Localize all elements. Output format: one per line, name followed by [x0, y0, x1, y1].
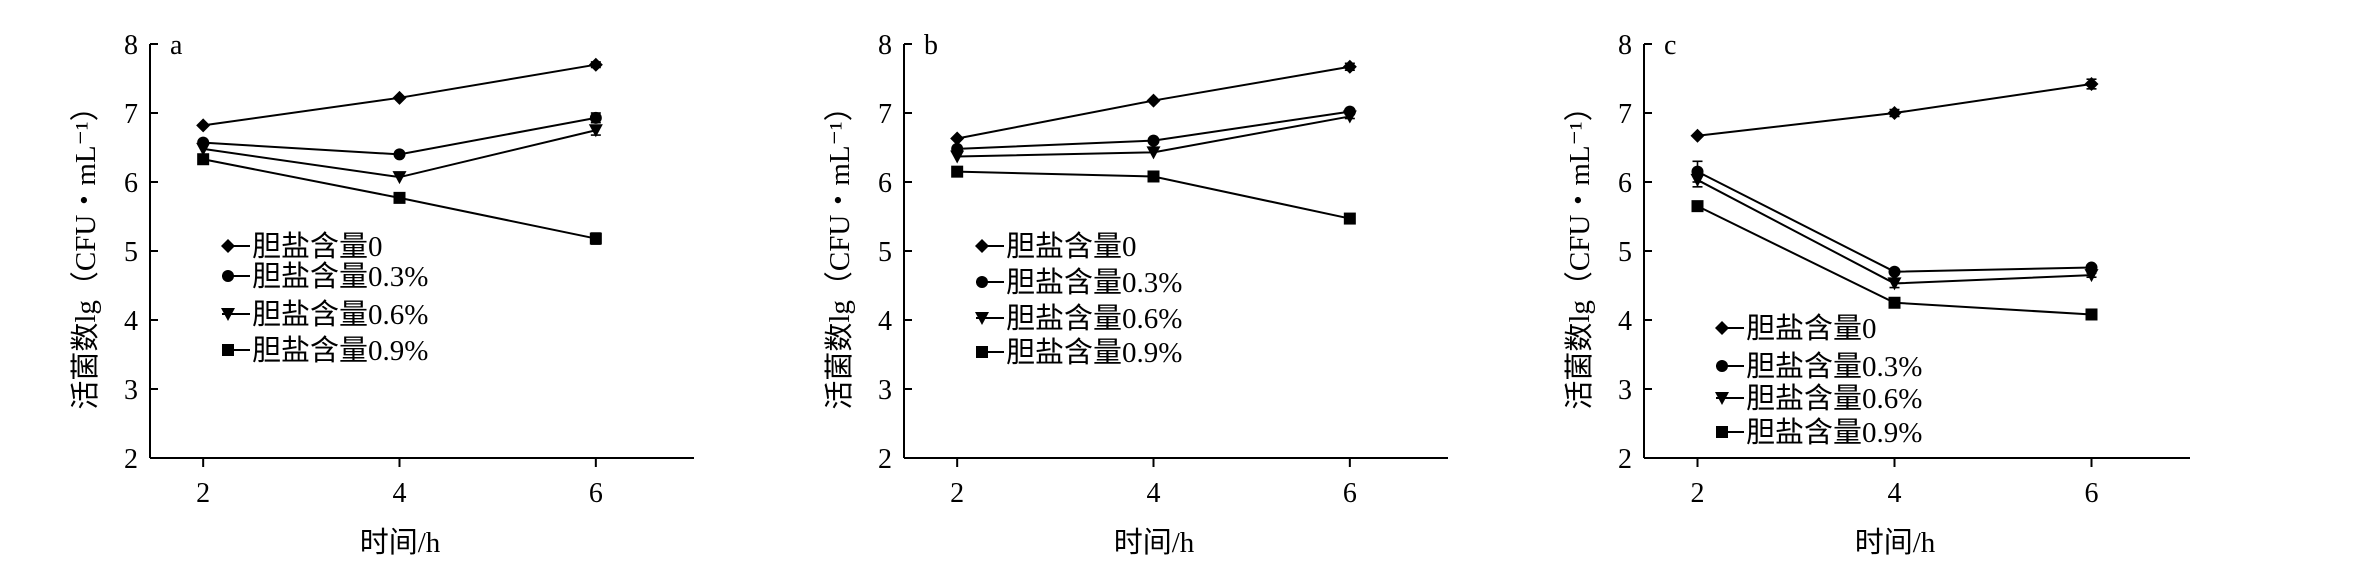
data-point	[1342, 110, 1357, 124]
y-tick-label: 2	[124, 444, 138, 475]
x-tick-label: 2	[196, 478, 210, 509]
legend-marker	[222, 344, 234, 356]
y-tick-label: 7	[1618, 99, 1632, 130]
y-tick-label: 3	[1618, 375, 1632, 406]
data-point	[2084, 77, 2099, 92]
legend-marker	[975, 239, 989, 253]
legend-label: 胆盐含量0.9%	[1746, 416, 1922, 449]
y-tick-label: 2	[1618, 444, 1632, 475]
y-tick-label: 6	[878, 168, 892, 199]
data-point	[1342, 59, 1357, 74]
x-tick-label: 4	[1888, 478, 1902, 509]
data-point	[393, 191, 406, 204]
legend-label: 胆盐含量0.3%	[252, 260, 428, 293]
data-point	[1691, 200, 1704, 213]
legend-marker	[1715, 321, 1729, 335]
legend-label: 胆盐含量0	[1006, 230, 1137, 263]
legend-label: 胆盐含量0	[1746, 312, 1877, 345]
data-point	[1690, 128, 1705, 143]
panel-label: a	[170, 30, 183, 61]
legend-label: 胆盐含量0.9%	[252, 334, 428, 367]
y-axis-title: 活菌数lg（CFU・mL⁻¹）	[69, 92, 102, 409]
data-point	[2084, 269, 2099, 283]
y-tick-label: 5	[1618, 237, 1632, 268]
x-tick-label: 2	[950, 478, 964, 509]
legend-label: 胆盐含量0	[252, 230, 383, 263]
legend-marker	[221, 239, 235, 253]
y-tick-label: 5	[124, 237, 138, 268]
data-point	[1343, 212, 1356, 225]
data-point	[1147, 134, 1160, 147]
x-tick-label: 6	[2085, 478, 2099, 509]
data-point	[197, 153, 210, 166]
y-tick-label: 8	[1618, 30, 1632, 61]
x-axis-title: 时间/h	[360, 526, 441, 559]
legend-label: 胆盐含量0.9%	[1006, 336, 1182, 369]
y-tick-label: 6	[1618, 168, 1632, 199]
legend-label: 胆盐含量0.3%	[1006, 266, 1182, 299]
legend-label: 胆盐含量0.6%	[1006, 302, 1182, 335]
y-tick-label: 8	[878, 30, 892, 61]
x-axis-title: 时间/h	[1114, 526, 1195, 559]
x-tick-label: 6	[589, 478, 603, 509]
data-point	[1887, 106, 1902, 120]
data-point	[2085, 308, 2098, 321]
data-point	[1888, 296, 1901, 309]
data-point	[1147, 170, 1160, 183]
data-point	[589, 232, 602, 245]
data-point	[1690, 173, 1705, 187]
data-point	[392, 90, 407, 105]
y-tick-label: 6	[124, 168, 138, 199]
legend-marker	[221, 308, 235, 321]
x-tick-label: 2	[1691, 478, 1705, 509]
y-tick-label: 3	[878, 375, 892, 406]
legend-label: 胆盐含量0.6%	[1746, 382, 1922, 415]
series-line	[1697, 170, 2092, 273]
data-point	[1146, 93, 1161, 108]
data-point	[1146, 146, 1161, 160]
y-tick-label: 7	[124, 99, 138, 130]
y-tick-label: 5	[878, 237, 892, 268]
panel-label: b	[924, 30, 938, 61]
panel-label: c	[1664, 30, 1676, 61]
x-tick-label: 4	[393, 478, 407, 509]
data-point	[1888, 265, 1901, 278]
y-tick-label: 8	[124, 30, 138, 61]
chart-panel-c: 2 3 4 5 6 7 8 2 4 6 c 时间/h 活菌数lg（CFU・mL⁻¹） 胆盐含量0 胆盐含量0…	[1563, 30, 2190, 559]
data-point	[196, 142, 211, 156]
data-point	[950, 131, 965, 146]
y-tick-label: 7	[878, 99, 892, 130]
legend-marker	[1716, 426, 1728, 438]
legend-marker	[1715, 392, 1729, 405]
x-tick-label: 6	[1343, 478, 1357, 509]
y-tick-label: 4	[878, 306, 892, 337]
data-point	[950, 150, 965, 164]
legend-marker	[975, 312, 989, 325]
data-point	[196, 118, 211, 133]
y-tick-label: 4	[124, 306, 138, 337]
legend-marker	[1716, 360, 1728, 372]
y-axis-title: 活菌数lg（CFU・mL⁻¹）	[823, 92, 856, 409]
legend-label: 胆盐含量0.3%	[1746, 350, 1922, 383]
legend-marker	[976, 276, 988, 288]
data-point	[951, 165, 964, 178]
x-tick-label: 4	[1147, 478, 1161, 509]
legend-marker	[976, 346, 988, 358]
data-point	[1887, 277, 1902, 291]
data-point	[392, 171, 407, 185]
x-axis-title: 时间/h	[1855, 526, 1936, 559]
y-tick-label: 4	[1618, 306, 1632, 337]
data-point	[588, 124, 603, 138]
y-tick-label: 3	[124, 375, 138, 406]
data-point	[588, 57, 603, 72]
data-point	[393, 148, 406, 161]
legend-label: 胆盐含量0.6%	[252, 298, 428, 331]
y-axis-title: 活菌数lg（CFU・mL⁻¹）	[1563, 92, 1596, 409]
y-tick-label: 2	[878, 444, 892, 475]
data-point	[589, 111, 602, 124]
legend-marker	[222, 270, 234, 282]
